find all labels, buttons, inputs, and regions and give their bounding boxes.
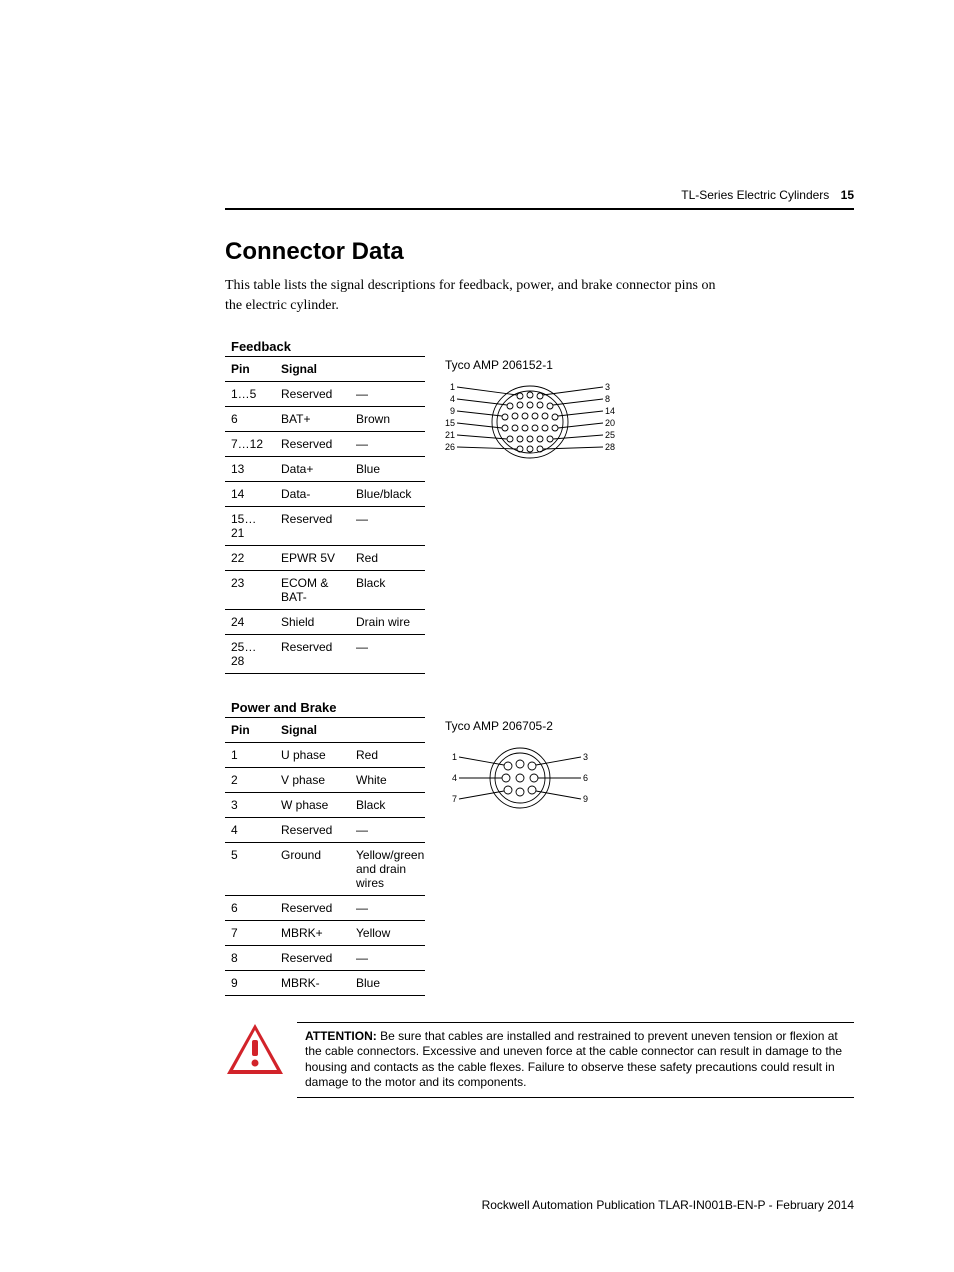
col-pin: Pin [225, 717, 275, 742]
pin-label: 1 [450, 382, 455, 392]
pin-label: 4 [450, 394, 455, 404]
pin-label: 9 [583, 794, 588, 804]
attention-body: Be sure that cables are installed and re… [305, 1029, 842, 1090]
attention-label: ATTENTION: [305, 1029, 377, 1043]
table-row: 7MBRK+Yellow [225, 920, 425, 945]
pin-label: 7 [452, 794, 457, 804]
pin-label: 15 [445, 418, 455, 428]
table-row: 3W phaseBlack [225, 792, 425, 817]
section-title: Connector Data [225, 238, 854, 266]
attention-block: ATTENTION: Be sure that cables are insta… [225, 1022, 854, 1098]
doc-title: TL-Series Electric Cylinders [681, 188, 829, 202]
power-diagram-caption: Tyco AMP 206705-2 [445, 719, 854, 733]
pin-label: 20 [605, 418, 615, 428]
table-row: 2V phaseWhite [225, 767, 425, 792]
running-header: TL-Series Electric Cylinders 15 [225, 188, 854, 202]
feedback-diagram-col: Tyco AMP 206152-1 [445, 356, 854, 466]
page: TL-Series Electric Cylinders 15 Connecto… [0, 0, 954, 1272]
table-row: 7…12Reserved— [225, 431, 425, 456]
warning-triangle-icon [225, 1022, 285, 1076]
table-row: 8Reserved— [225, 945, 425, 970]
feedback-table: Pin Signal 1…5Reserved— 6BAT+Brown 7…12R… [225, 356, 425, 674]
table-row: 14Data-Blue/black [225, 481, 425, 506]
col-signal: Signal [275, 717, 425, 742]
power-table: Pin Signal 1U phaseRed 2V phaseWhite 3W … [225, 717, 425, 996]
table-row: 5GroundYellow/green and drain wires [225, 842, 425, 895]
pin-label: 14 [605, 406, 615, 416]
pin-label: 25 [605, 430, 615, 440]
table-row: 13Data+Blue [225, 456, 425, 481]
power-diagram-col: Tyco AMP 206705-2 [445, 717, 854, 819]
table-row: 1U phaseRed [225, 742, 425, 767]
section-intro: This table lists the signal descriptions… [225, 276, 725, 317]
table-row: 4Reserved— [225, 817, 425, 842]
pin-label: 26 [445, 442, 455, 452]
pin-label: 3 [583, 752, 588, 762]
pin-label: 8 [605, 394, 610, 404]
pin-label: 4 [452, 773, 457, 783]
table-header-row: Pin Signal [225, 356, 425, 381]
table-row: 9MBRK-Blue [225, 970, 425, 995]
table-row: 24ShieldDrain wire [225, 609, 425, 634]
header-rule [225, 208, 854, 210]
feedback-block: Pin Signal 1…5Reserved— 6BAT+Brown 7…12R… [225, 356, 854, 674]
pin-label: 6 [583, 773, 588, 783]
page-number: 15 [841, 188, 854, 202]
table-row: 25…28Reserved— [225, 634, 425, 673]
table-row: 23ECOM & BAT-Black [225, 570, 425, 609]
power-block: Pin Signal 1U phaseRed 2V phaseWhite 3W … [225, 717, 854, 996]
table-row: 1…5Reserved— [225, 381, 425, 406]
table-row: 6BAT+Brown [225, 406, 425, 431]
pin-label: 21 [445, 430, 455, 440]
pin-label: 9 [450, 406, 455, 416]
feedback-connector-diagram: 1 4 9 15 21 26 3 8 14 20 25 28 [445, 376, 615, 466]
feedback-heading: Feedback [231, 339, 854, 354]
table-row: 6Reserved— [225, 895, 425, 920]
table-header-row: Pin Signal [225, 717, 425, 742]
power-connector-diagram: 1 4 7 3 6 9 [445, 737, 595, 819]
attention-text-cell: ATTENTION: Be sure that cables are insta… [297, 1022, 854, 1098]
feedback-diagram-caption: Tyco AMP 206152-1 [445, 358, 854, 372]
col-pin: Pin [225, 356, 275, 381]
page-footer: Rockwell Automation Publication TLAR-IN0… [225, 1198, 854, 1212]
table-row: 22EPWR 5VRed [225, 545, 425, 570]
pin-label: 1 [452, 752, 457, 762]
pin-label: 3 [605, 382, 610, 392]
col-signal: Signal [275, 356, 425, 381]
power-heading: Power and Brake [231, 700, 854, 715]
table-row: 15…21Reserved— [225, 506, 425, 545]
pin-label: 28 [605, 442, 615, 452]
